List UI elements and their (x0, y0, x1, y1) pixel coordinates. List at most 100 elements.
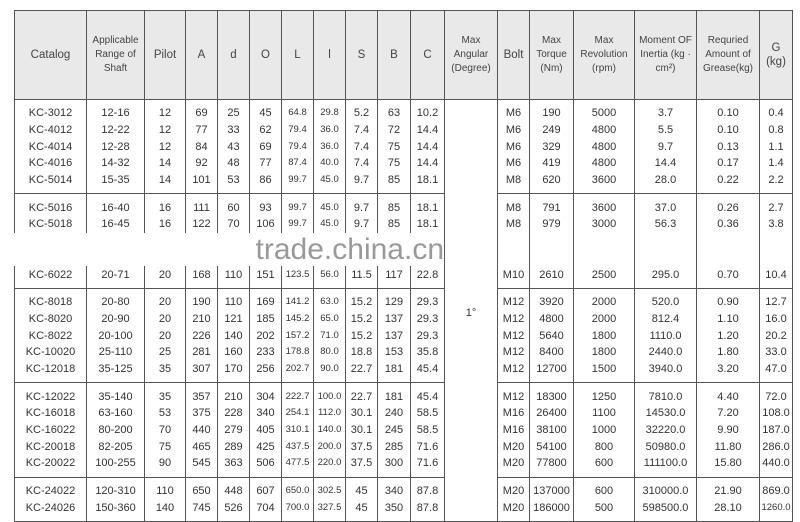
cell-l-lower: 80.0 (313, 343, 346, 361)
cell-catalog: KC-8020 (14, 310, 87, 328)
cell-grease: 3.20 (696, 360, 760, 384)
cell-inertia: 3940.0 (634, 360, 697, 384)
cell-b: 350 (377, 499, 411, 522)
cell-revolution: 2500 (573, 266, 635, 289)
table-row: KC-20018 82-205 75 465 289 425 437.5 200.0 37.5 2… (14, 438, 793, 456)
cell-grease: 21.90 (696, 476, 760, 500)
cell-revolution (573, 249, 635, 267)
cell-d: 53 (217, 171, 250, 195)
header-catalog: Catalog (14, 10, 87, 100)
cell-pilot: 14 (144, 171, 186, 195)
cell-catalog: KC-20018 (14, 438, 87, 456)
cell-catalog: KC-16022 (14, 421, 87, 439)
cell-l-upper: 141.2 (281, 287, 314, 311)
coupling-spec-table: Catalog Applicable Range of Shaft Pilot … (14, 10, 793, 522)
cell-revolution: 2000 (573, 310, 635, 328)
cell-a: 84 (185, 138, 218, 156)
header-g: G (kg) (759, 10, 793, 100)
cell-l-upper: 202.7 (281, 360, 314, 384)
cell-pilot: 35 (144, 360, 186, 384)
cell-l-upper: 477.5 (281, 455, 314, 478)
cell-grease: 11.80 (696, 438, 760, 456)
table-row: KC-3012 12-16 12 69 25 45 64.8 29.8 5.2 63 10.2 1° M… (14, 98, 793, 522)
cell-revolution: 1800 (573, 327, 635, 344)
cell-b: 75 (377, 138, 411, 156)
cell-grease: 0.17 (696, 155, 760, 172)
cell-inertia: 32220.0 (634, 421, 697, 439)
table-row: KC-24026 150-360 140 745 526 704 700.0 327.5 45 3… (14, 499, 793, 522)
cell-g: 0.4 (759, 98, 793, 122)
cell-b: 75 (377, 155, 411, 172)
cell-bolt: M12 (497, 343, 530, 361)
cell-o: 405 (249, 421, 282, 439)
cell-a: 545 (185, 455, 218, 478)
cell-inertia: 3.7 (634, 98, 697, 122)
cell-g: 869.0 (759, 476, 793, 500)
cell-s: 11.5 (345, 266, 378, 289)
cell-torque: 620 (529, 171, 574, 195)
cell-range: 12-16 (86, 98, 145, 122)
cell-a: 745 (185, 499, 218, 522)
cell-range: 25-110 (86, 343, 145, 361)
cell-bolt (497, 232, 530, 250)
cell-grease: 1.20 (696, 327, 760, 344)
cell-l-lower: 140.0 (313, 421, 346, 439)
cell-l-upper: 437.5 (281, 438, 314, 456)
cell-revolution: 4800 (573, 138, 635, 156)
cell-bolt: M8 (497, 193, 530, 217)
table-row: KC-4014 12-28 12 84 43 69 79.4 36.0 7.4 75 14.4 M6 3… (14, 138, 793, 156)
cell-range: 20-90 (86, 310, 145, 328)
cell-range: 35-140 (86, 382, 145, 405)
cell-revolution (573, 232, 635, 250)
cell-torque: 5640 (529, 327, 574, 344)
cell-revolution: 600 (573, 455, 635, 478)
header-revolution: Max Revolution (rpm) (573, 10, 635, 100)
cell-l-lower: 63.0 (313, 287, 346, 311)
cell-revolution: 500 (573, 499, 635, 522)
cell-l-lower: 29.8 (313, 98, 346, 122)
cell-revolution: 4800 (573, 155, 635, 172)
cell-pilot: 25 (144, 343, 186, 361)
cell-catalog: KC-12022 (14, 382, 87, 405)
cell-g: 1.1 (759, 138, 793, 156)
cell-o: 340 (249, 405, 282, 422)
header-torque: Max Torque (Nm) (529, 10, 574, 100)
cell-o: 185 (249, 310, 282, 328)
cell-bolt: M6 (497, 155, 530, 172)
cell-l-lower: 36.0 (313, 138, 346, 156)
cell-d: 110 (217, 287, 250, 311)
cell-inertia: 5.5 (634, 121, 697, 139)
cell-b: 85 (377, 193, 411, 217)
cell-grease: 7.20 (696, 405, 760, 422)
cell-a: 210 (185, 310, 218, 328)
cell-o: 86 (249, 171, 282, 195)
header-l-lower: l (313, 10, 346, 100)
header-inertia: Moment OF Inertia (kg · cm²) (634, 10, 697, 100)
cell-grease: 0.13 (696, 138, 760, 156)
cell-torque (529, 232, 574, 250)
cell-l-upper: 700.0 (281, 499, 314, 522)
cell-s: 37.5 (345, 455, 378, 478)
cell-g: 20.2 (759, 327, 793, 344)
cell-catalog: KC-3012 (14, 98, 87, 122)
cell-l-upper: 79.4 (281, 138, 314, 156)
cell-grease: 1.80 (696, 343, 760, 361)
cell-g: 286.0 (759, 438, 793, 456)
cell-d: 70 (217, 216, 250, 233)
cell-inertia: 111100.0 (634, 455, 697, 478)
cell-torque: 137000 (529, 476, 574, 500)
cell-c: 14.4 (410, 155, 445, 172)
cell-o: 202 (249, 327, 282, 344)
cell-pilot: 70 (144, 421, 186, 439)
cell-g: 1260.0 (759, 499, 793, 522)
cell-s: 7.4 (345, 121, 378, 139)
cell-s: 9.7 (345, 193, 378, 217)
cell-catalog: KC-10020 (14, 343, 87, 361)
header-l-upper: L (281, 10, 314, 100)
cell-range: 12-22 (86, 121, 145, 139)
cell-revolution: 5000 (573, 98, 635, 122)
cell-pilot: 140 (144, 499, 186, 522)
cell-pilot: 110 (144, 476, 186, 500)
cell-d: 526 (217, 499, 250, 522)
cell-catalog: KC-12018 (14, 360, 87, 384)
